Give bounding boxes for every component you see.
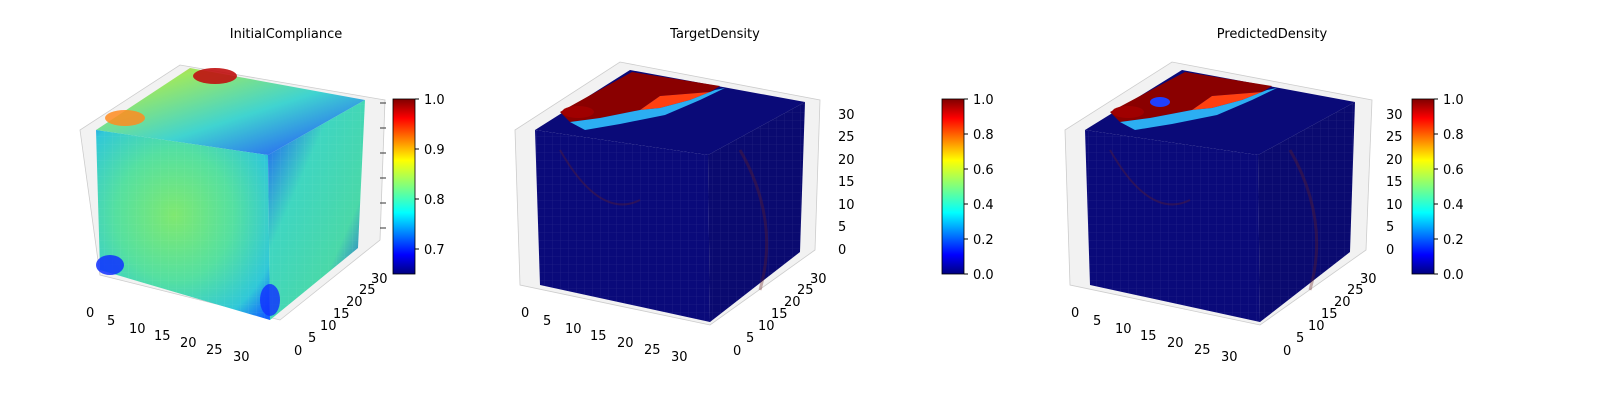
y-axis: 0 5 10 15 20 25 30 (294, 272, 388, 359)
z-tick-label: 10 (838, 198, 855, 213)
y-tick-label: 15 (333, 307, 350, 322)
cube-top-face (96, 68, 365, 155)
z-tick-label: 30 (838, 108, 855, 123)
y-tick-label: 25 (797, 283, 814, 298)
colorbar-tick-label: 0.2 (1443, 233, 1464, 248)
x-tick-label: 5 (543, 314, 551, 329)
x-tick-label: 30 (1221, 350, 1238, 365)
y-tick-label: 0 (294, 344, 302, 359)
x-axis: 0 5 10 15 20 25 30 (86, 306, 250, 365)
y-tick-label: 5 (746, 331, 754, 346)
x-tick-label: 10 (129, 322, 146, 337)
panel-target-density: TargetDensity 0 5 10 15 20 25 30 0 5 10 … (514, 27, 994, 365)
colorbar-tick-label: 0.7 (424, 243, 445, 258)
x-tick-label: 30 (671, 350, 688, 365)
x-tick-label: 15 (154, 329, 171, 344)
colorbar: 1.0 0.9 0.8 0.7 (392, 93, 445, 275)
y-tick-label: 10 (1308, 319, 1325, 334)
y-tick-label: 30 (371, 272, 388, 287)
z-tick-label: 30 (1386, 108, 1403, 123)
y-tick-label: 20 (1334, 295, 1351, 310)
x-axis: 0 5 10 15 20 25 30 (1071, 306, 1238, 365)
z-tick-label: 25 (1386, 130, 1403, 145)
z-axis: 0 5 10 15 20 25 30 (1386, 108, 1403, 258)
z-axis: 0 5 10 15 20 25 30 (838, 108, 855, 258)
z-tick-label: 0 (838, 243, 846, 258)
y-tick-label: 30 (810, 272, 827, 287)
x-tick-label: 20 (1167, 336, 1184, 351)
y-tick-label: 20 (784, 295, 801, 310)
x-tick-label: 0 (1071, 306, 1079, 321)
x-tick-label: 5 (107, 314, 115, 329)
y-tick-label: 10 (758, 319, 775, 334)
y-tick-label: 5 (308, 331, 316, 346)
x-tick-label: 10 (1115, 322, 1132, 337)
colorbar-tick-label: 0.8 (1443, 128, 1464, 143)
colorbar-tick-label: 0.0 (973, 268, 994, 283)
x-tick-label: 25 (1194, 343, 1211, 358)
y-tick-label: 5 (1296, 331, 1304, 346)
y-axis: 0 5 10 15 20 25 30 (733, 272, 827, 359)
colorbar-tick-label: 1.0 (1443, 93, 1464, 108)
z-tick-label: 15 (838, 175, 855, 190)
y-tick-label: 25 (1347, 283, 1364, 298)
y-axis: 0 5 10 15 20 25 30 (1283, 272, 1377, 359)
x-tick-label: 15 (1140, 329, 1157, 344)
colorbar-tick-label: 0.6 (1443, 163, 1464, 178)
colorbar-tick-label: 1.0 (424, 93, 445, 108)
y-tick-label: 25 (359, 283, 376, 298)
z-tick-label: 15 (1386, 175, 1403, 190)
y-tick-label: 20 (346, 295, 363, 310)
x-tick-label: 25 (644, 343, 661, 358)
chart-title: InitialCompliance (230, 27, 343, 42)
z-tick-label: 5 (838, 220, 846, 235)
colorbar-tick-label: 0.4 (973, 198, 994, 213)
colorbar: 1.0 0.8 0.6 0.4 0.2 0.0 (941, 93, 994, 283)
x-tick-label: 0 (521, 306, 529, 321)
y-tick-label: 0 (1283, 344, 1291, 359)
chart-title: TargetDensity (669, 27, 760, 42)
z-tick-label: 20 (838, 153, 855, 168)
y-tick-label: 15 (1321, 307, 1338, 322)
x-tick-label: 30 (233, 350, 250, 365)
chart-title: PredictedDensity (1217, 27, 1328, 42)
x-tick-label: 5 (1093, 314, 1101, 329)
y-tick-label: 30 (1360, 272, 1377, 287)
panel-initial-compliance: InitialCompliance 0 5 10 15 20 25 30 0 5… (79, 27, 445, 365)
colorbar-tick-label: 0.8 (424, 193, 445, 208)
x-tick-label: 20 (617, 336, 634, 351)
x-tick-label: 25 (206, 343, 223, 358)
colorbar-tick-label: 1.0 (973, 93, 994, 108)
x-tick-label: 20 (180, 336, 197, 351)
z-tick-label: 5 (1386, 220, 1394, 235)
z-tick-label: 20 (1386, 153, 1403, 168)
panel-predicted-density: PredictedDensity 0 5 10 15 20 25 30 0 5 … (1064, 27, 1464, 365)
z-tick-label: 10 (1386, 198, 1403, 213)
colorbar: 1.0 0.8 0.6 0.4 0.2 0.0 (1411, 93, 1464, 283)
y-tick-label: 15 (771, 307, 788, 322)
x-tick-label: 0 (86, 306, 94, 321)
colorbar-tick-label: 0.0 (1443, 268, 1464, 283)
colorbar-tick-label: 0.2 (973, 233, 994, 248)
x-tick-label: 10 (565, 322, 582, 337)
colorbar-tick-label: 0.9 (424, 143, 445, 158)
x-tick-label: 15 (590, 329, 607, 344)
x-axis: 0 5 10 15 20 25 30 (521, 306, 688, 365)
z-tick-label: 0 (1386, 243, 1394, 258)
colorbar-tick-label: 0.6 (973, 163, 994, 178)
y-tick-label: 10 (320, 319, 337, 334)
colorbar-tick-label: 0.8 (973, 128, 994, 143)
z-tick-label: 25 (838, 130, 855, 145)
colorbar-tick-label: 0.4 (1443, 198, 1464, 213)
y-tick-label: 0 (733, 344, 741, 359)
